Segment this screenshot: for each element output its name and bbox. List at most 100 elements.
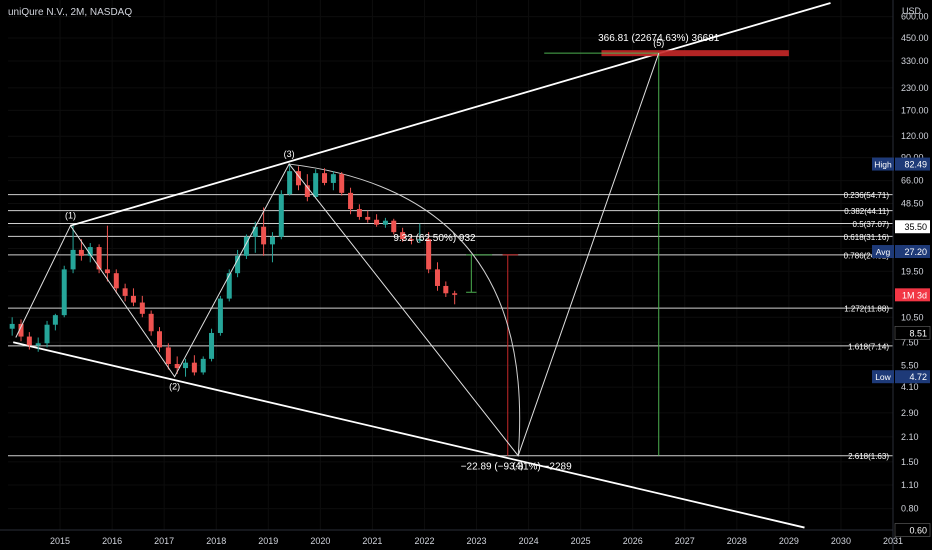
x-tick-label: 2015 [50,536,70,546]
candle-up [209,332,215,359]
y-tick-label: 1.50 [901,457,919,467]
y-tick-label: 330.00 [901,56,929,66]
candle-down [122,288,128,296]
fib-label: 0.5(37.07) [853,220,890,229]
candle-down [261,226,267,245]
candle-up [226,273,232,299]
y-tick-label: 600.00 [901,12,929,22]
candle-up [382,220,388,225]
measure-annotation: 366.81 (22674.63%) 36681 [598,33,720,44]
candle-up [44,324,50,344]
candle-up [52,315,58,325]
candle-down [113,273,119,289]
price-badge-value: 35.50 [904,222,927,232]
x-tick-label: 2020 [310,536,330,546]
target-zone [601,50,789,57]
price-badge-value: 1M 3d [902,290,927,300]
candle-down [365,216,371,220]
fib-label: 0.382(44.11) [844,207,889,216]
y-tick-label: 5.50 [901,360,919,370]
candle-down [356,209,362,217]
candle-down [374,219,380,225]
wave-label: (3) [284,149,295,159]
channel-lower-line [13,341,805,529]
projection-arc [289,163,521,456]
candle-up [330,174,336,183]
wave-label: (4) [513,461,524,471]
fib-label: 2.618(1.63) [848,452,889,461]
candle-down [165,347,171,364]
candle-up [70,249,76,270]
price-badges: 82.49 High 35.50 27.20 Avg 1M 3d 8.51 4.72 Low 0.… [872,157,931,537]
x-tick-label: 2016 [102,536,122,546]
candle-down [426,239,432,270]
candle-down [348,192,354,210]
projection-lines [13,2,831,529]
fib-label: 1.618(7.14) [848,342,889,351]
price-badge [895,288,930,302]
candle-up [278,194,284,237]
price-badge [895,220,930,234]
candle-up [417,239,423,241]
y-tick-label: 10.50 [901,312,924,322]
price-badge-value: 27.20 [904,247,927,257]
candle-up [9,323,15,329]
channel-upper-line [70,2,831,227]
price-badge-value: 82.49 [904,160,927,170]
fib-label: 1.272(11.88) [844,305,889,314]
x-tick-label: 2027 [675,536,695,546]
x-tick-label: 2021 [362,536,382,546]
candle-up [35,343,41,346]
y-tick-label: 1.10 [901,480,919,490]
annotations: (1) (2) (3) (4) (5)366.81 (22674.63%) 36681 9… [65,33,720,473]
candle-down [400,232,406,240]
x-tick-label: 2025 [571,536,591,546]
fib-label: 0.618(31.16) [844,233,890,242]
price-badge-value: 4.72 [909,372,927,382]
candle-down [139,302,145,314]
measure-annotation: 9.32 (62.50%) 932 [393,233,476,244]
candle-up [287,171,293,195]
y-tick-label: 120.00 [901,131,929,141]
x-tick-label: 2017 [154,536,174,546]
candle-up [243,236,249,256]
measure-annotation: −22.89 (−93.31%) −2289 [461,462,572,473]
x-tick-label: 2029 [779,536,799,546]
candle-down [130,295,136,303]
candle-down [174,363,180,369]
candle-down [18,323,24,337]
candle-up [269,236,275,245]
time-axis[interactable]: 2015 2016 2017 2018 2019 2020 2021 2022 2023 2024… [50,536,903,546]
y-tick-label: 170.00 [901,105,929,115]
price-badge-tag [872,245,894,259]
x-tick-label: 2031 [883,536,903,546]
y-tick-label: 2.10 [901,432,919,442]
candle-down [339,174,345,193]
candle-down [322,173,328,183]
wave-path [15,52,660,457]
price-badge [894,326,931,340]
x-tick-label: 2019 [258,536,278,546]
candle-down [295,171,301,186]
candle-down [26,336,32,346]
candle-up [313,173,319,197]
candle-down [443,285,449,294]
price-badge [895,157,930,171]
y-tick-label: 230.00 [901,83,929,93]
candle-down [434,269,440,286]
candle-up [183,362,189,369]
x-tick-label: 2022 [414,536,434,546]
candle-up [87,247,93,256]
candle-down [96,247,102,270]
candle-down [408,239,414,241]
chart-title: uniQure N.V., 2M, NASDAQ [8,7,132,18]
x-tick-label: 2026 [623,536,643,546]
candle-down [304,185,310,197]
price-badge [895,370,930,384]
x-tick-label: 2030 [831,536,851,546]
x-tick-label: 2028 [727,536,747,546]
price-badge-value: 0.60 [909,526,927,536]
candle-up [61,269,67,316]
candle-down [191,362,197,373]
